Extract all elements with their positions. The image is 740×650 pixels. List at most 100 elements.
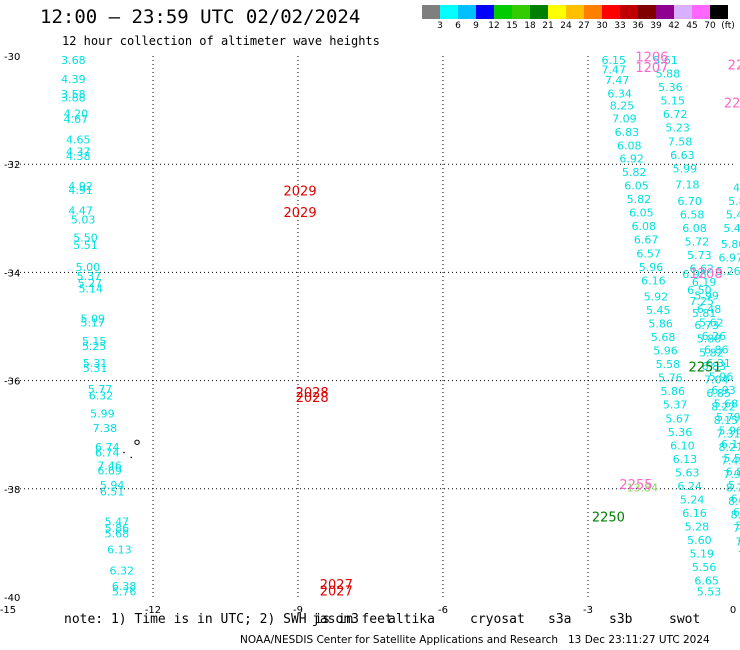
legend-swatch [638,5,656,19]
wave-height-label: 6.05 [624,180,649,193]
wave-height-label: 6.74 [95,446,120,459]
wave-height-label: 5.63 [675,466,700,479]
time-label: 1206 [635,50,668,65]
wave-height-label: 5.60 [687,534,712,547]
wave-height-label: 6.32 [89,390,114,403]
wave-height-label: 7.46 [97,459,122,472]
wave-height-label: 5.45 [646,304,671,317]
wave-height-label: 6.13 [107,544,132,557]
lon-tick-label: -6 [438,605,448,616]
wave-height-label: 6.19 [692,276,717,289]
wave-height-label: 3.58 [61,88,86,101]
wave-height-label: 6.67 [634,234,659,247]
lat-tick-label: -34 [4,268,20,279]
wave-height-label: 5.88 [656,68,681,81]
wave-height-label: 5.68 [714,398,739,411]
wave-height-label: 6.97 [719,252,740,265]
wave-height-label: 6.10 [670,439,695,452]
wave-height-label: 6.73 [694,319,719,332]
wave-height-label: 5.36 [668,426,693,439]
wave-height-label: 4.37 [66,146,91,159]
wave-height-label: 5.62 [699,317,724,330]
lon-tick-label: -9 [293,605,303,616]
legend-label: 42 [668,21,680,31]
legend-swatch [548,5,566,19]
wave-height-label: 5.50 [73,232,98,245]
wave-height-label: 6.34 [607,88,632,101]
legend-label: 18 [524,21,536,31]
time-label: 2027 [320,584,353,599]
page-title: 12:00 — 23:59 UTC 02/02/2024 [40,6,361,28]
wave-height-label: 8.27 [719,441,740,454]
wave-height-label: 6.92 [619,153,644,166]
wave-height-label: 6.38 [112,580,136,593]
legend-swatch [620,5,638,19]
wave-height-label: 6.70 [677,195,702,208]
wave-height-label: 5.82 [627,193,652,206]
wave-height-label: 6.69 [97,465,122,478]
wave-height-label: 4.67 [64,113,88,126]
legend-swatch [566,5,584,19]
time-label: 2255 [619,478,652,493]
wave-height-label: 6.65 [694,575,719,588]
legend-label: 70 [704,21,716,31]
satellite-s3a: s3a [548,612,572,627]
wave-height-label: 5.00 [76,261,101,274]
wave-height-legend [422,5,728,19]
lat-tick-label: -36 [4,377,20,388]
time-label: 2028 [296,386,329,401]
legend-swatch [530,5,548,19]
wave-height-label: 7.58 [668,135,693,148]
wave-height-label: 6.31 [706,357,731,370]
wave-height-label: 8.77 [726,482,740,495]
wave-height-label: 4 [733,181,740,194]
wave-height-label: 13.84 [627,482,659,495]
satellite-cryosat: cryosat [470,612,525,627]
legend-label: 39 [650,21,662,31]
wave-height-label: 5.86 [105,522,129,535]
generated-timestamp: 13 Dec 23:11:27 UTC 2024 [568,634,710,646]
wave-height-label: 5.96 [709,371,734,384]
legend-label: 21 [542,21,554,31]
lon-tick-label: -12 [145,605,161,616]
wave-height-label: 7.09 [612,113,637,126]
legend-label: 6 [455,21,461,31]
time-label: 1207 [635,61,668,76]
wave-height-label: 7.79 [735,536,740,549]
wave-height-label: 5.15 [82,335,107,348]
wave-height-label: 5.73 [687,249,712,262]
wave-height-label: 6.58 [680,208,705,221]
wave-height-label: 6.16 [682,507,707,520]
wave-height-label: 5.15 [661,95,686,108]
wave-height-label: 5.8 [728,195,740,208]
wave-height-label: 7.38 [93,422,118,435]
wave-height-label: 5.23 [665,122,690,135]
wave-height-label: 6.08 [617,140,642,153]
wave-height-label: 7.25 [690,295,715,308]
legend-swatch [440,5,458,19]
wave-height-label: 5.31 [83,357,108,370]
wave-height-label: 6.98 [682,268,707,281]
wave-height-label: 5.37 [77,270,102,283]
time-label: 2257 [724,96,740,111]
wave-height-label: 4.20 [64,108,88,121]
wave-height-label: 7.18 [675,179,700,192]
wave-height-label: 7.95 [723,468,740,481]
wave-height-label: 5.26 [716,265,740,278]
wave-height-label: 6.62 [690,262,715,275]
island-marker [134,439,140,445]
wave-height-label: 4.92 [68,180,93,193]
wave-height-label: 7.47 [602,63,627,76]
wave-height-label: 5.76 [658,372,683,385]
satellite-s3b: s3b [609,612,633,627]
legend-label: (ft) [721,21,735,31]
units-note: note: 1) Time is in UTC; 2) SWH is in fe… [64,612,393,627]
wave-height-label: 6.32 [110,564,135,577]
wave-height-label: 5.14 [79,282,104,295]
wave-height-label: 6.08 [632,220,657,233]
wave-height-label: 4.38 [66,150,91,163]
page-subtitle: 12 hour collection of altimeter wave hei… [62,34,380,48]
legend-swatch [692,5,710,19]
lon-tick-label: -15 [0,605,16,616]
wave-height-label: 7.04 [704,373,729,386]
